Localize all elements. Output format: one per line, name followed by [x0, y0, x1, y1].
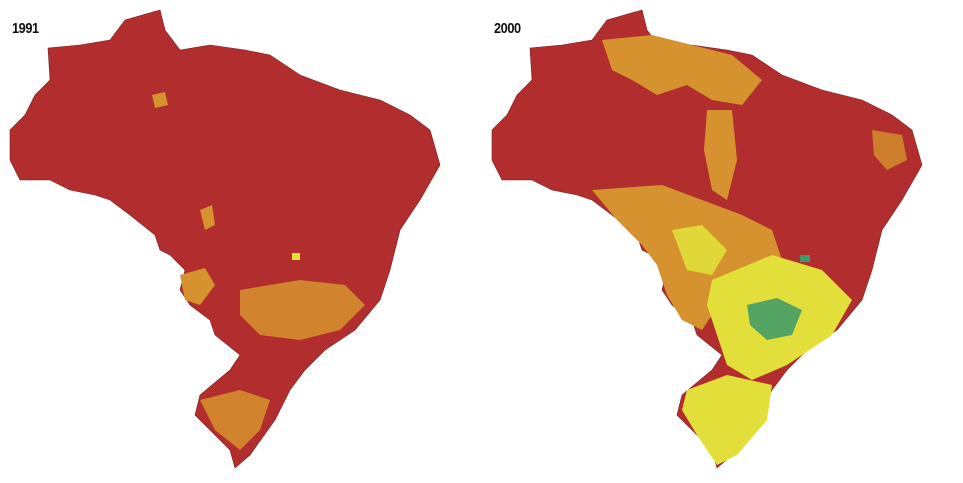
patch-north-large — [602, 35, 762, 105]
patch-south — [682, 375, 772, 465]
patch-northeast-orange — [872, 130, 907, 170]
brazil-map-2000 — [491, 9, 923, 469]
patch-center-west — [180, 268, 215, 305]
category-patches — [152, 92, 365, 450]
map-panel-2000: 2000 — [482, 0, 963, 483]
patch-small-north — [152, 92, 168, 108]
patch-center-dot — [292, 253, 300, 260]
brazil-outline — [9, 9, 441, 469]
year-label: 2000 — [494, 20, 521, 37]
map-panel-1991: 1991 — [0, 0, 481, 483]
country-base — [9, 9, 441, 469]
patch-south — [200, 390, 270, 450]
patch-north-strip — [704, 110, 737, 200]
category-patches — [592, 35, 907, 465]
year-label: 1991 — [12, 20, 39, 37]
patch-green-dot — [800, 255, 810, 262]
patch-southeast-green — [747, 298, 802, 340]
brazil-map-1991 — [9, 9, 441, 469]
patch-center-blob — [200, 205, 215, 230]
patch-center-large — [672, 225, 727, 275]
patch-southeast-speckle — [240, 280, 365, 340]
